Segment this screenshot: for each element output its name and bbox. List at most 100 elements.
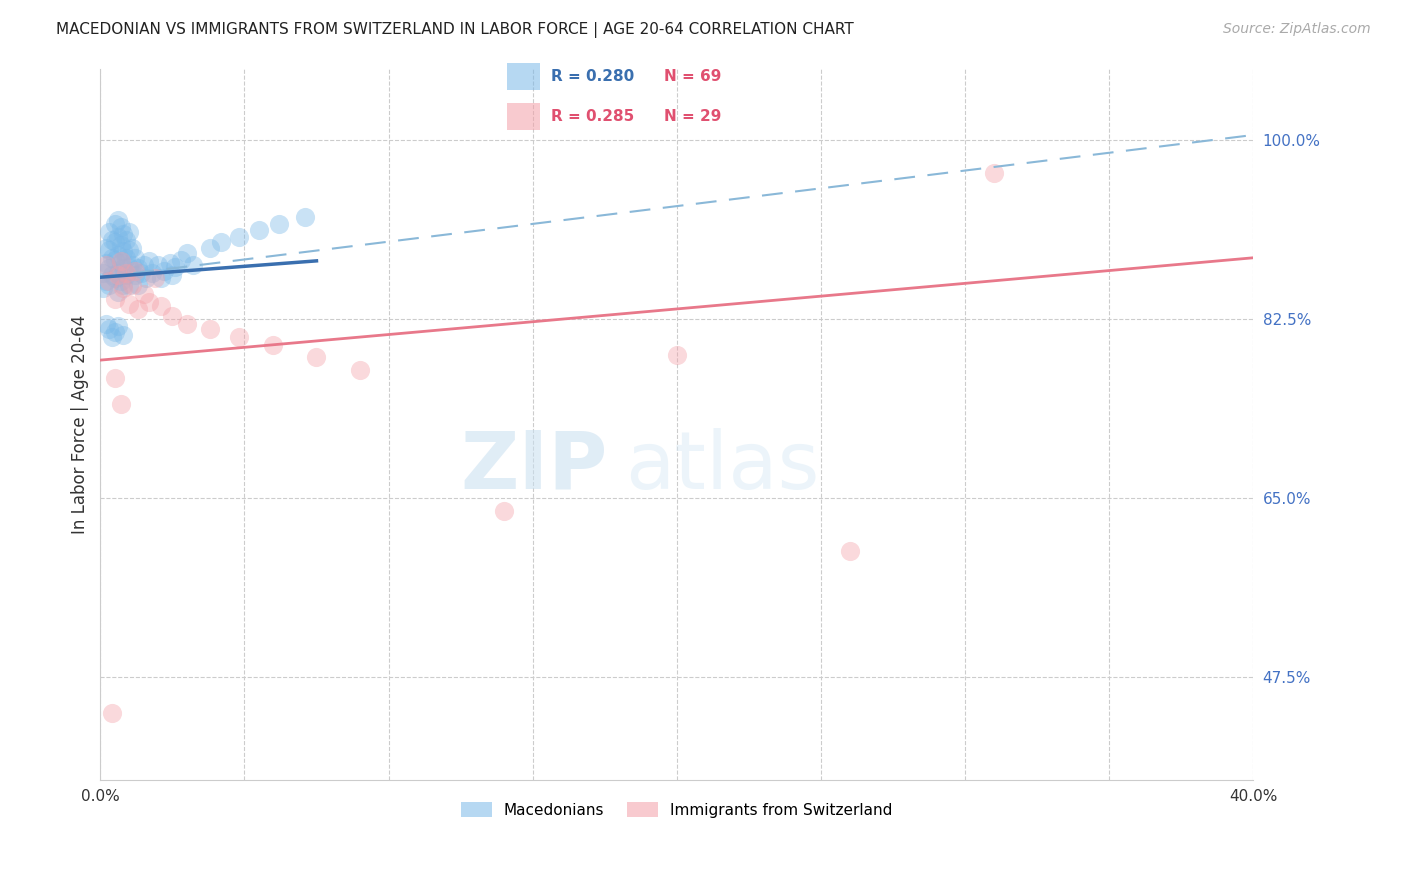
Legend: Macedonians, Immigrants from Switzerland: Macedonians, Immigrants from Switzerland (453, 794, 900, 825)
Point (110, 397, 132, 411)
Text: R = 0.285: R = 0.285 (551, 109, 634, 124)
Point (94, 318, 117, 332)
Point (127, 260, 149, 275)
Point (107, 319, 129, 334)
Point (118, 260, 141, 274)
Point (112, 244, 135, 258)
Bar (508, 103, 540, 130)
Point (838, 544, 860, 558)
Point (98, 243, 121, 257)
Point (121, 241, 143, 255)
Point (143, 271, 166, 285)
Point (101, 706, 124, 720)
Point (94, 256, 117, 270)
Point (112, 227, 135, 242)
Text: MACEDONIAN VS IMMIGRANTS FROM SWITZERLAND IN LABOR FORCE | AGE 20-64 CORRELATION: MACEDONIAN VS IMMIGRANTS FROM SWITZERLAN… (56, 22, 853, 38)
Point (98, 278, 121, 293)
Point (91, 266, 114, 280)
Point (665, 348, 688, 362)
Point (138, 253, 160, 268)
Point (94, 258, 117, 272)
Point (294, 210, 316, 224)
Point (152, 264, 174, 278)
Point (110, 237, 132, 252)
Point (198, 241, 221, 255)
Point (112, 281, 135, 295)
Point (228, 329, 250, 343)
Point (118, 225, 141, 239)
Point (305, 350, 328, 364)
Text: N = 69: N = 69 (664, 69, 721, 84)
Point (101, 234, 124, 248)
Point (115, 234, 138, 248)
Point (107, 248, 129, 262)
Point (149, 299, 172, 313)
Point (110, 253, 132, 268)
Point (104, 252, 127, 267)
Point (349, 363, 371, 377)
Point (115, 251, 138, 265)
Point (492, 503, 515, 517)
Text: ZIP: ZIP (460, 428, 607, 506)
Point (124, 268, 146, 283)
Point (101, 329, 124, 343)
Point (115, 266, 138, 280)
Point (162, 268, 184, 283)
Point (98, 322, 121, 336)
Point (262, 338, 284, 352)
Point (104, 370, 127, 384)
Text: atlas: atlas (624, 428, 820, 506)
Text: R = 0.280: R = 0.280 (551, 69, 634, 84)
Point (121, 278, 143, 293)
Point (107, 266, 129, 280)
Point (121, 258, 143, 272)
Point (149, 271, 172, 285)
Point (141, 266, 163, 280)
Point (107, 230, 129, 244)
Point (127, 301, 149, 316)
Point (124, 251, 146, 265)
Point (104, 235, 127, 250)
Point (132, 286, 155, 301)
Point (247, 223, 270, 237)
Point (118, 297, 141, 311)
Point (110, 220, 132, 235)
Point (112, 278, 135, 293)
Point (267, 217, 290, 231)
Point (124, 264, 146, 278)
Point (135, 271, 157, 285)
Point (110, 256, 132, 270)
Point (94, 274, 117, 288)
Point (104, 326, 127, 340)
Point (181, 258, 204, 272)
Point (98, 260, 121, 275)
Point (104, 271, 127, 285)
Point (176, 245, 198, 260)
Bar (508, 62, 540, 90)
Point (146, 258, 169, 272)
Point (138, 294, 160, 309)
Point (198, 322, 221, 336)
Point (118, 243, 141, 257)
Point (104, 217, 127, 231)
Point (176, 318, 198, 332)
Point (94, 241, 117, 255)
Point (107, 268, 129, 283)
Point (104, 292, 127, 306)
Point (112, 260, 135, 275)
Point (228, 230, 250, 244)
Point (209, 235, 232, 250)
Point (170, 252, 193, 267)
Text: N = 29: N = 29 (664, 109, 721, 124)
Point (112, 327, 135, 342)
Point (107, 285, 129, 299)
Point (115, 268, 138, 283)
Point (107, 213, 129, 227)
Point (162, 309, 184, 323)
Point (983, 166, 1005, 180)
Point (118, 278, 141, 293)
Point (110, 274, 132, 288)
Y-axis label: In Labor Force | Age 20-64: In Labor Force | Age 20-64 (72, 315, 89, 533)
Point (165, 260, 187, 274)
Point (159, 256, 181, 270)
